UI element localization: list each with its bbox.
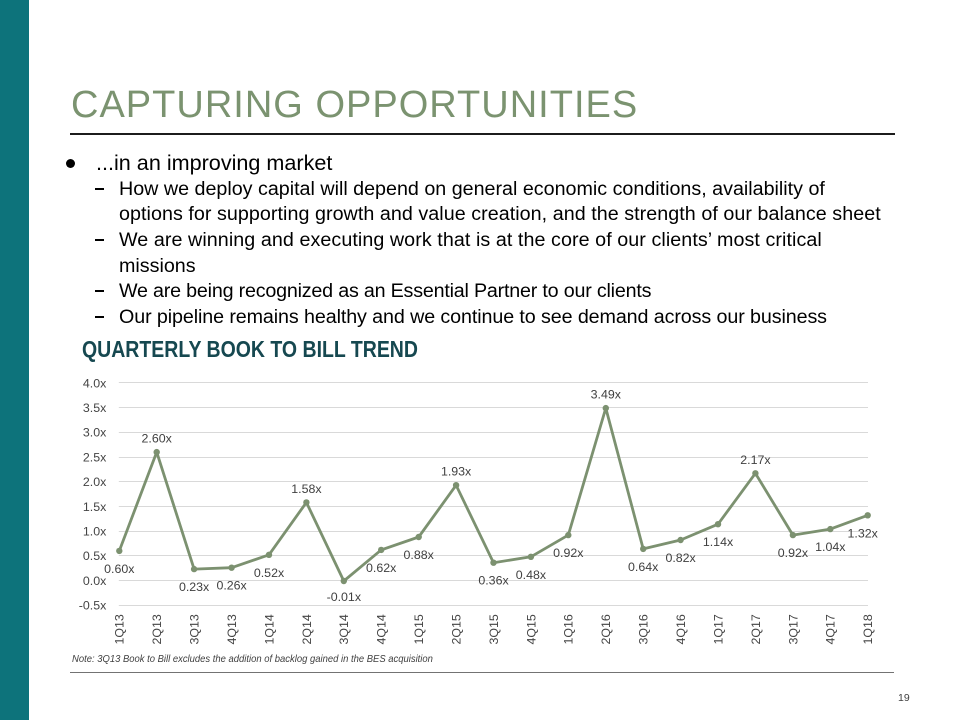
svg-text:1.04x: 1.04x [815, 540, 846, 554]
svg-text:2.17x: 2.17x [740, 453, 771, 467]
svg-text:0.92x: 0.92x [778, 546, 809, 560]
svg-text:1.93x: 1.93x [441, 465, 472, 479]
svg-text:3Q16: 3Q16 [637, 614, 651, 644]
svg-text:2Q17: 2Q17 [749, 614, 763, 644]
svg-text:3Q17: 3Q17 [786, 614, 800, 644]
svg-text:-0.5x: -0.5x [79, 599, 107, 613]
svg-text:4Q15: 4Q15 [524, 614, 538, 644]
svg-text:2Q16: 2Q16 [599, 614, 613, 644]
svg-text:2Q13: 2Q13 [150, 614, 164, 644]
svg-text:2.60x: 2.60x [142, 432, 173, 446]
svg-text:0.62x: 0.62x [366, 561, 397, 575]
svg-text:1.58x: 1.58x [291, 482, 322, 496]
svg-text:2.0x: 2.0x [83, 475, 107, 489]
svg-text:3.5x: 3.5x [83, 401, 107, 415]
svg-text:3Q15: 3Q15 [487, 614, 501, 644]
svg-text:0.64x: 0.64x [628, 560, 659, 574]
svg-text:0.5x: 0.5x [83, 549, 107, 563]
svg-text:2.5x: 2.5x [83, 450, 107, 464]
svg-text:0.23x: 0.23x [179, 580, 210, 594]
svg-text:4Q17: 4Q17 [824, 614, 838, 644]
svg-text:1Q17: 1Q17 [711, 614, 725, 644]
svg-text:0.36x: 0.36x [478, 574, 509, 588]
svg-text:3Q13: 3Q13 [188, 614, 202, 644]
svg-text:1Q16: 1Q16 [562, 614, 576, 644]
svg-text:2Q15: 2Q15 [450, 614, 464, 644]
svg-text:1Q15: 1Q15 [412, 614, 426, 644]
svg-text:1Q18: 1Q18 [861, 614, 875, 644]
svg-text:0.60x: 0.60x [104, 562, 135, 576]
svg-text:0.0x: 0.0x [83, 574, 107, 588]
svg-text:0.48x: 0.48x [516, 568, 547, 582]
svg-text:3.0x: 3.0x [83, 426, 107, 440]
svg-text:1.14x: 1.14x [703, 535, 734, 549]
svg-text:3Q14: 3Q14 [337, 614, 351, 644]
svg-text:1Q13: 1Q13 [113, 614, 127, 644]
svg-text:3.49x: 3.49x [591, 388, 622, 402]
svg-text:1.0x: 1.0x [83, 525, 107, 539]
svg-text:0.82x: 0.82x [665, 551, 696, 565]
svg-text:1.32x: 1.32x [848, 526, 879, 540]
svg-text:1.5x: 1.5x [83, 500, 107, 514]
svg-text:1Q14: 1Q14 [262, 614, 276, 644]
svg-text:-0.01x: -0.01x [327, 590, 362, 604]
svg-text:4Q16: 4Q16 [674, 614, 688, 644]
svg-text:0.52x: 0.52x [254, 566, 285, 580]
svg-text:2Q14: 2Q14 [300, 614, 314, 644]
svg-text:4Q14: 4Q14 [375, 614, 389, 644]
svg-text:0.92x: 0.92x [553, 546, 584, 560]
svg-text:0.26x: 0.26x [216, 579, 247, 593]
svg-text:4.0x: 4.0x [83, 376, 107, 390]
svg-text:4Q13: 4Q13 [225, 614, 239, 644]
svg-text:0.88x: 0.88x [404, 548, 435, 562]
